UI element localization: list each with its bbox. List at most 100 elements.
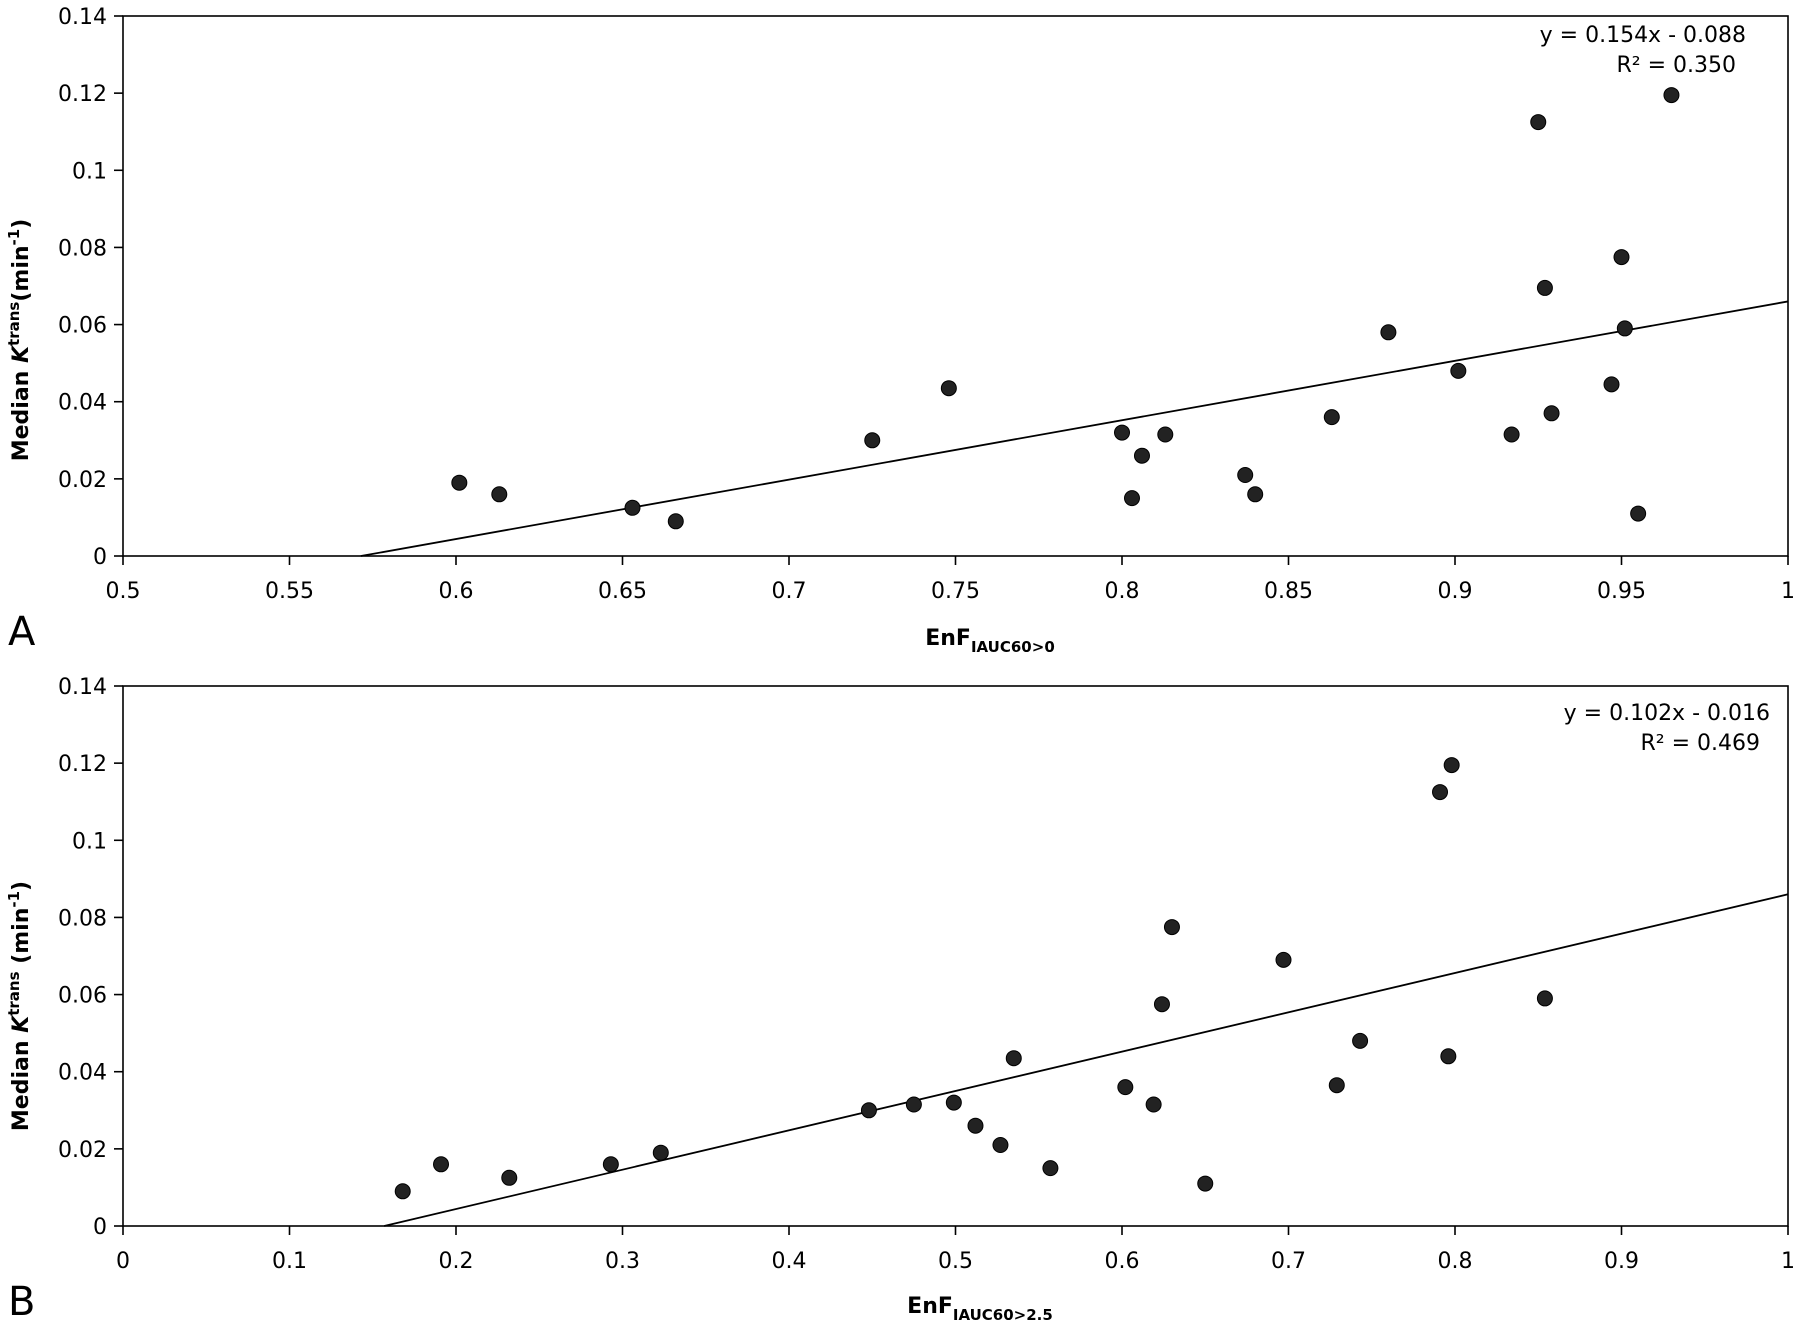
data-point: [1153, 996, 1170, 1013]
x-tick-label: 0.5: [938, 1249, 973, 1274]
x-tick-label: 0: [116, 1249, 130, 1274]
y-tick-label: 0.14: [58, 5, 107, 30]
y-tick-label: 0.04: [58, 391, 107, 416]
data-point: [1042, 1160, 1059, 1177]
panel-letter: B: [8, 1279, 35, 1322]
data-point: [1323, 409, 1340, 426]
x-tick-label: 0.6: [1105, 1249, 1140, 1274]
data-point: [1123, 490, 1140, 507]
y-axis-label: Median Ktrans(min-1): [5, 219, 34, 462]
data-point: [1005, 1050, 1022, 1067]
data-point: [1443, 757, 1460, 774]
data-point: [1432, 784, 1449, 801]
data-point: [1536, 279, 1553, 296]
data-point: [1380, 324, 1397, 341]
x-tick-label: 1: [1781, 579, 1795, 604]
data-point: [1440, 1048, 1457, 1065]
x-tick-label: 0.4: [772, 1249, 807, 1274]
data-point: [501, 1169, 518, 1186]
data-point: [864, 432, 881, 449]
x-tick-label: 0.9: [1604, 1249, 1639, 1274]
plot-area-frame: [122, 685, 1789, 1227]
trendline: [360, 300, 1789, 557]
r-squared-label: R² = 0.350: [1616, 53, 1736, 78]
x-tick-label: 0.7: [772, 579, 807, 604]
data-point: [491, 486, 508, 503]
y-tick-label: 0.02: [58, 1138, 107, 1163]
x-axis-label: EnFIAUC60>2.5: [907, 1294, 1053, 1322]
trendline-equation: y = 0.102x - 0.016: [1564, 701, 1770, 726]
y-tick-label: 0: [93, 545, 107, 570]
y-tick-label: 0.08: [58, 236, 107, 261]
data-point: [992, 1137, 1009, 1153]
y-tick-label: 0: [93, 1215, 107, 1240]
x-tick-label: 0.65: [598, 579, 647, 604]
data-point: [860, 1102, 877, 1119]
data-point: [1536, 990, 1553, 1007]
data-point: [1328, 1077, 1345, 1094]
y-tick-label: 0.02: [58, 468, 107, 493]
panel-letter: A: [8, 609, 36, 655]
trendline-equation: y = 0.154x - 0.088: [1540, 23, 1746, 48]
data-point: [1352, 1032, 1369, 1049]
data-point: [1247, 486, 1264, 503]
data-point: [1157, 426, 1174, 443]
y-tick-label: 0.04: [58, 1061, 107, 1086]
y-tick-label: 0.1: [72, 829, 107, 854]
data-point: [1133, 447, 1150, 464]
data-point: [1275, 951, 1292, 968]
data-point: [624, 499, 641, 516]
data-point: [667, 513, 684, 530]
x-tick-label: 1: [1781, 1249, 1795, 1274]
data-point: [1530, 114, 1547, 131]
y-tick-label: 0.06: [58, 984, 107, 1009]
data-point: [1603, 376, 1620, 393]
data-point: [1450, 362, 1467, 379]
y-tick-label: 0.12: [58, 752, 107, 777]
chart-panel-a: 0 0.02 0.04 0.06 0.08 0.1 0.12 0.14 0.5 0.55 0.6 0.…: [5, 5, 1795, 656]
x-tick-label: 0.8: [1438, 1249, 1473, 1274]
data-point: [1543, 405, 1560, 422]
chart-panel-b: 0 0.02 0.04 0.06 0.08 0.1 0.12 0.14 0 0.1 0.2 0.3 0.…: [5, 675, 1795, 1322]
data-point: [967, 1117, 984, 1134]
data-point: [1163, 919, 1180, 936]
x-tick-label: 0.55: [265, 579, 314, 604]
y-tick-label: 0.14: [58, 675, 107, 700]
data-point: [1114, 424, 1130, 441]
data-point: [433, 1156, 450, 1173]
data-point: [394, 1183, 411, 1200]
x-tick-label: 0.75: [931, 579, 980, 604]
data-point: [1613, 249, 1630, 266]
x-tick-label: 0.1: [272, 1249, 307, 1274]
data-point: [1145, 1096, 1162, 1113]
data-point: [1117, 1079, 1134, 1096]
data-point: [451, 474, 468, 491]
y-axis-label: Median Ktrans (min-1): [5, 881, 34, 1131]
data-point: [940, 380, 957, 397]
trendline: [383, 893, 1789, 1227]
data-point: [602, 1156, 619, 1173]
data-point: [1616, 320, 1633, 337]
x-tick-label: 0.3: [605, 1249, 640, 1274]
y-tick-label: 0.1: [72, 159, 107, 184]
x-tick-label: 0.95: [1597, 579, 1646, 604]
x-axis-label: EnFIAUC60>0: [925, 626, 1055, 656]
r-squared-label: R² = 0.469: [1640, 731, 1760, 756]
x-tick-label: 0.7: [1271, 1249, 1306, 1274]
data-point: [945, 1094, 962, 1111]
y-tick-label: 0.08: [58, 906, 107, 931]
x-tick-label: 0.85: [1264, 579, 1313, 604]
y-tick-label: 0.06: [58, 314, 107, 339]
data-point: [1503, 426, 1520, 443]
x-tick-label: 0.9: [1438, 579, 1473, 604]
data-point: [905, 1096, 922, 1113]
x-tick-label: 0.5: [106, 579, 141, 604]
data-point: [1630, 505, 1647, 522]
data-point: [1237, 467, 1254, 483]
data-point: [652, 1144, 669, 1161]
data-point: [1663, 87, 1680, 104]
y-tick-label: 0.12: [58, 82, 107, 107]
data-point: [1197, 1175, 1214, 1192]
x-tick-label: 0.2: [439, 1249, 474, 1274]
